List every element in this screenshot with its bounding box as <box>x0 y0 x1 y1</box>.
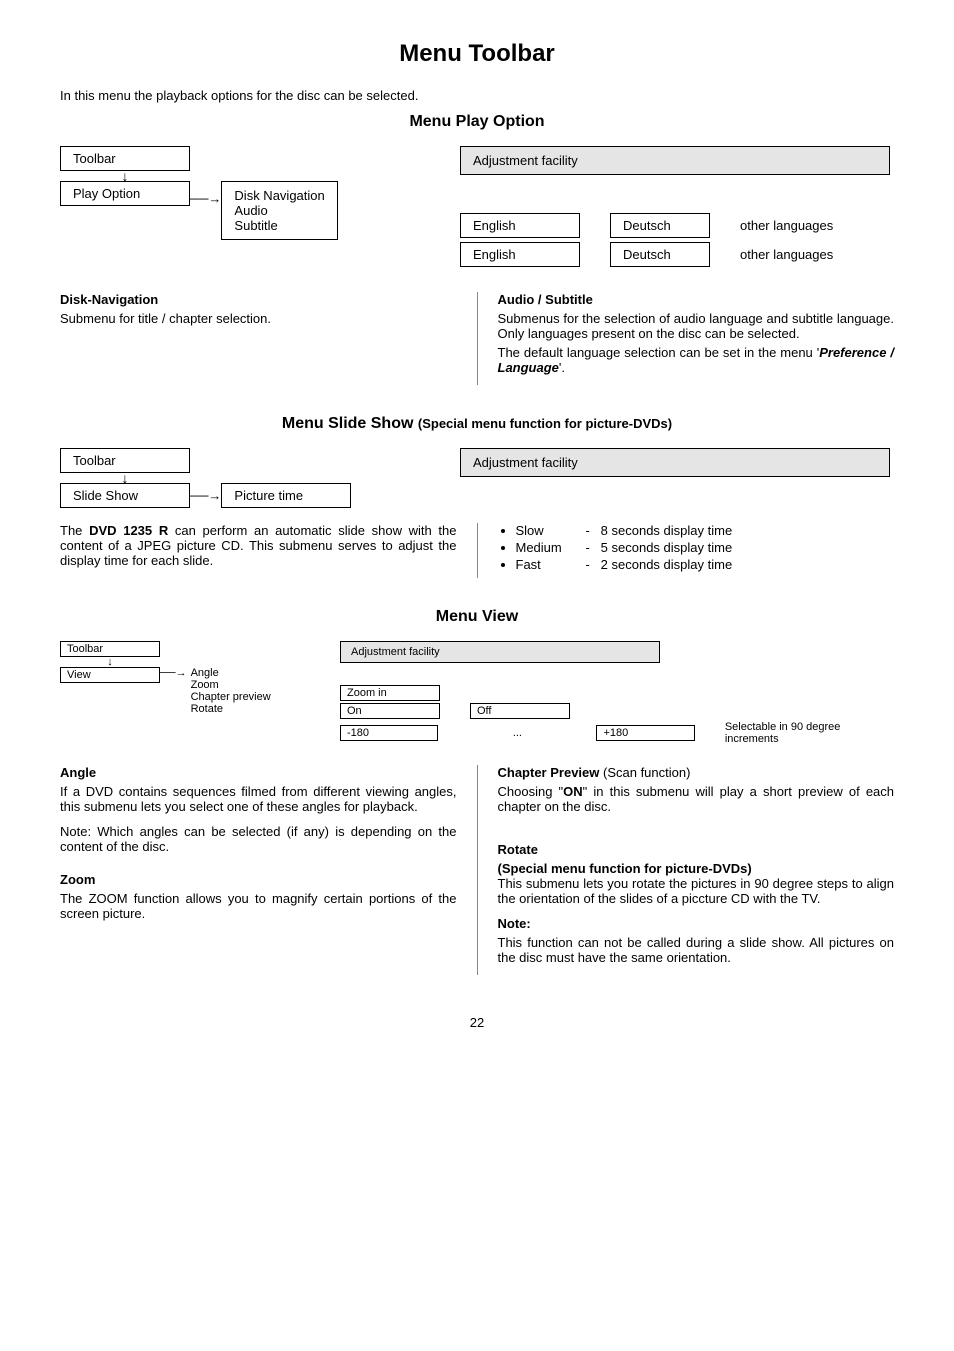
note-body: This function can not be called during a… <box>498 935 895 965</box>
lang-other: other languages <box>740 218 833 233</box>
item-chapter-preview: Chapter preview <box>191 691 271 703</box>
angle-note: Note: Which angles can be selected (if a… <box>60 824 457 854</box>
slide-show-body: The DVD 1235 R can perform an automatic … <box>60 523 457 568</box>
lang-deutsch-2: Deutsch <box>610 242 710 267</box>
page-number: 22 <box>60 1015 894 1030</box>
arrow-down-icon: ↓ <box>60 171 190 181</box>
item-disk-navigation: Disk Navigation <box>234 188 324 203</box>
angle-body: If a DVD contains sequences filmed from … <box>60 784 457 814</box>
audio-subtitle-title: Audio / Subtitle <box>498 292 895 307</box>
disk-nav-title: Disk-Navigation <box>60 292 457 307</box>
opt-neg180: -180 <box>340 725 438 741</box>
rotate-note: Selectable in 90 degree increments <box>725 721 894 745</box>
slide-show-box: Slide Show <box>60 483 190 508</box>
chapter-preview-title: Chapter Preview (Scan function) <box>498 765 895 780</box>
arrow-right-icon: ──→ <box>160 667 187 679</box>
toolbar-box-3: Toolbar <box>60 641 160 657</box>
audio-subtitle-p2: The default language selection can be se… <box>498 345 895 375</box>
play-option-box: Play Option <box>60 181 190 206</box>
arrow-right-icon: ──→ <box>190 488 221 503</box>
disk-nav-body: Submenu for title / chapter selection. <box>60 311 457 326</box>
page-title: Menu Toolbar <box>60 40 894 68</box>
item-zoom: Zoom <box>191 679 271 691</box>
opt-on: On <box>340 703 440 719</box>
view-box: View <box>60 667 160 683</box>
opt-pos180: +180 <box>596 725 694 741</box>
opt-dots: ... <box>468 727 566 739</box>
item-audio: Audio <box>234 203 324 218</box>
slide-show-heading: Menu Slide Show (Special menu function f… <box>60 415 894 433</box>
rotate-title: Rotate <box>498 842 895 857</box>
intro-text: In this menu the playback options for th… <box>60 88 894 103</box>
arrow-down-icon: ↓ <box>60 473 190 483</box>
angle-title: Angle <box>60 765 457 780</box>
display-times-list: Slow- 8 seconds display time Medium- 5 s… <box>498 523 895 572</box>
opt-off: Off <box>470 703 570 719</box>
rotate-body: This submenu lets you rotate the picture… <box>498 876 895 906</box>
note-title: Note: <box>498 916 895 931</box>
lang-english: English <box>460 213 580 238</box>
adjustment-facility-label-2: Adjustment facility <box>460 448 890 477</box>
lang-english-2: English <box>460 242 580 267</box>
rotate-subtitle: (Special menu function for picture-DVDs) <box>498 861 895 876</box>
menu-view-heading: Menu View <box>60 608 894 626</box>
arrow-right-icon: ──→ <box>190 181 221 206</box>
lang-other-2: other languages <box>740 247 833 262</box>
arrow-down-icon: ↓ <box>60 657 160 667</box>
adjustment-facility-label-3: Adjustment facility <box>340 641 660 663</box>
item-subtitle: Subtitle <box>234 218 324 233</box>
picture-time-box: Picture time <box>221 483 351 508</box>
adjustment-facility-label: Adjustment facility <box>460 146 890 175</box>
item-rotate: Rotate <box>191 703 271 715</box>
chapter-preview-body: Choosing "ON" in this submenu will play … <box>498 784 895 814</box>
opt-zoom-in: Zoom in <box>340 685 440 701</box>
audio-subtitle-p1: Submenus for the selection of audio lang… <box>498 311 895 341</box>
play-option-heading: Menu Play Option <box>60 113 894 131</box>
zoom-body: The ZOOM function allows you to magnify … <box>60 891 457 921</box>
zoom-title: Zoom <box>60 872 457 887</box>
lang-deutsch: Deutsch <box>610 213 710 238</box>
item-angle: Angle <box>191 667 271 679</box>
